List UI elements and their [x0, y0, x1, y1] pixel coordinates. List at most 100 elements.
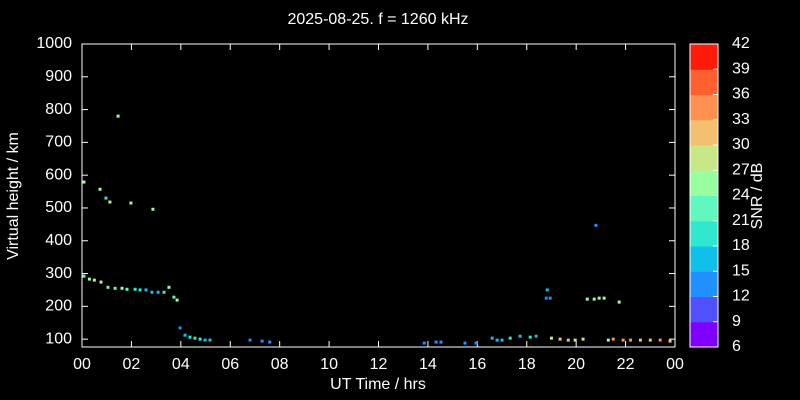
data-point [463, 341, 467, 345]
data-point [99, 280, 103, 284]
data-point [648, 338, 652, 342]
colorbar-band [690, 321, 718, 348]
data-point [203, 338, 207, 342]
data-point [629, 338, 633, 342]
y-tick-label: 800 [45, 101, 72, 118]
data-point [581, 337, 585, 341]
data-point [434, 340, 438, 344]
data-point [144, 288, 148, 292]
x-tick-label: 22 [617, 356, 635, 373]
colorbar-tick-label: 6 [732, 338, 741, 355]
y-tick-label: 900 [45, 68, 72, 85]
x-tick-label: 16 [468, 356, 486, 373]
data-point [558, 337, 562, 341]
data-point [175, 298, 179, 302]
x-tick-label: 02 [123, 356, 141, 373]
x-axis-label: UT Time / hrs [330, 376, 426, 393]
data-point [138, 288, 142, 292]
x-tick-label: 12 [370, 356, 388, 373]
x-tick-label: 06 [221, 356, 239, 373]
x-tick-label: 18 [518, 356, 536, 373]
y-tick-label: 1000 [36, 35, 72, 52]
colorbar-band [690, 246, 718, 272]
data-point [151, 207, 155, 211]
colorbar-tick-label: 33 [732, 111, 750, 128]
colorbar-band [690, 119, 718, 146]
colorbar-tick-label: 15 [732, 262, 750, 279]
data-point [133, 287, 137, 291]
colorbar-band [690, 271, 718, 297]
colorbar-tick-label: 21 [732, 212, 750, 229]
data-point [617, 300, 621, 304]
data-point [92, 278, 96, 282]
data-point [150, 290, 154, 294]
data-point [422, 341, 426, 345]
colorbar-tick-label: 30 [732, 136, 750, 153]
data-point [658, 338, 662, 342]
data-point [594, 223, 598, 227]
colorbar-band [690, 195, 718, 222]
y-tick-label: 300 [45, 265, 72, 282]
data-point [248, 338, 252, 342]
data-point [585, 297, 589, 301]
data-point [611, 337, 615, 341]
colorbar-tick-label: 9 [732, 313, 741, 330]
data-point [129, 201, 133, 205]
data-point [597, 296, 601, 300]
data-point [500, 338, 504, 342]
colorbar-band [690, 44, 718, 70]
colorbar-tick-label: 24 [732, 187, 750, 204]
data-point [167, 285, 171, 289]
data-point [490, 336, 494, 340]
data-point [116, 114, 120, 118]
x-tick-label: 20 [567, 356, 585, 373]
colorbar-band [690, 220, 718, 247]
data-point [183, 333, 187, 337]
data-point [208, 338, 212, 342]
data-point [638, 338, 642, 342]
data-point [178, 326, 182, 330]
y-tick-label: 600 [45, 166, 72, 183]
data-point [188, 335, 192, 339]
data-point [518, 334, 522, 338]
colorbar-tick-label: 27 [732, 161, 750, 178]
data-point [113, 286, 117, 290]
data-point [120, 286, 124, 290]
data-point [602, 296, 606, 300]
data-point [439, 340, 443, 344]
data-point [668, 339, 672, 343]
data-point [98, 187, 102, 191]
colorbar-band [690, 170, 718, 196]
data-point [268, 340, 272, 344]
data-point [260, 339, 264, 343]
data-point [104, 196, 108, 200]
colorbar-band [690, 296, 718, 323]
data-point [495, 338, 499, 342]
colorbar-tick-label: 42 [732, 35, 750, 52]
colorbar-band [690, 94, 718, 121]
x-tick-label: 14 [419, 356, 437, 373]
y-tick-label: 200 [45, 298, 72, 315]
data-point [82, 274, 86, 278]
data-point [474, 341, 478, 345]
data-point [87, 277, 91, 281]
data-point [108, 200, 112, 204]
colorbar-band [690, 69, 718, 95]
data-point [566, 338, 570, 342]
y-tick-label: 700 [45, 134, 72, 151]
data-point [545, 288, 549, 292]
colorbar-tick-label: 39 [732, 60, 750, 77]
y-axis-label: Virtual height / km [5, 132, 22, 260]
data-point [528, 335, 532, 339]
x-tick-label: 00 [666, 356, 684, 373]
y-tick-label: 100 [45, 330, 72, 347]
data-point [606, 338, 610, 342]
data-point [82, 180, 86, 184]
data-point [621, 338, 625, 342]
data-point [549, 336, 553, 340]
colorbar-tick-label: 36 [732, 86, 750, 103]
data-point [125, 287, 129, 291]
x-tick-label: 04 [172, 356, 190, 373]
y-tick-label: 400 [45, 232, 72, 249]
